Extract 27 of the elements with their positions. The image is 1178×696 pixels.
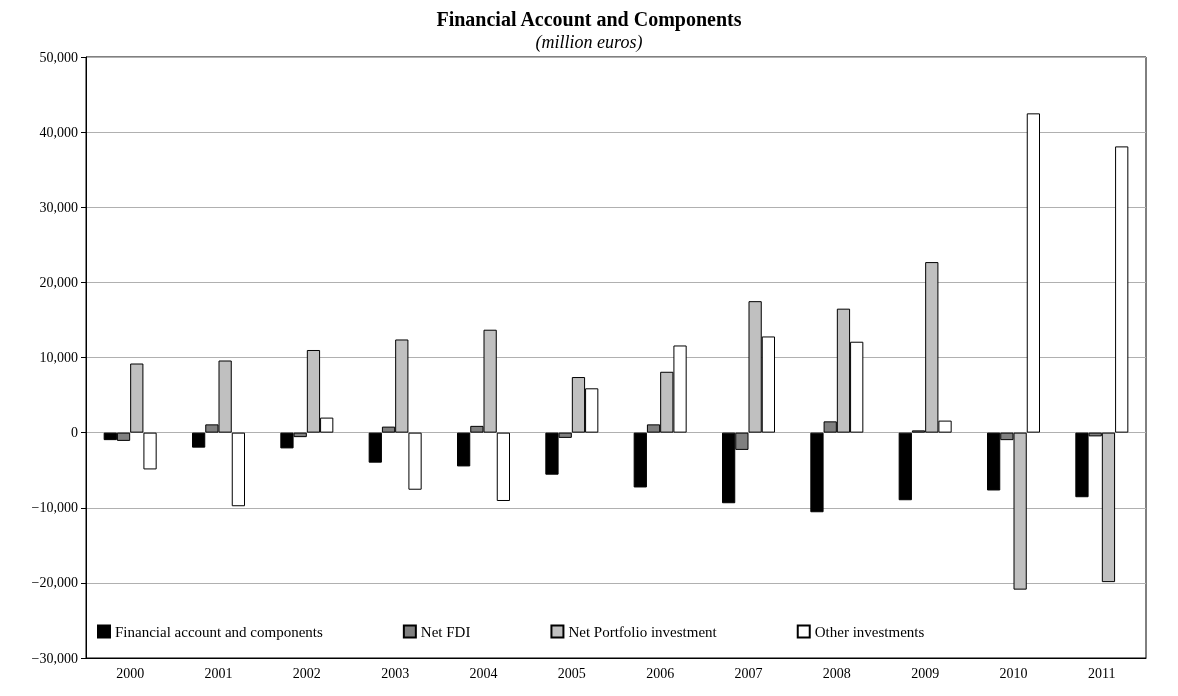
x-tick-label: 2000: [116, 665, 145, 681]
x-tick-label: 2007: [734, 665, 763, 681]
legend-label: Net FDI: [420, 623, 471, 640]
legend-label: Financial account and components: [115, 623, 324, 640]
chart-title: Financial Account and Components: [436, 8, 742, 31]
legend-label: Net Portfolio investment: [568, 623, 718, 640]
x-tick-label: 2003: [381, 665, 410, 681]
y-tick-label: 50,000: [39, 49, 78, 65]
x-tick-label: 2002: [292, 665, 321, 681]
chart-subtitle: (million euros): [535, 32, 643, 53]
x-tick-label: 2008: [822, 665, 851, 681]
y-tick-label: 30,000: [39, 199, 78, 215]
x-tick-label: 2006: [646, 665, 675, 681]
y-tick-label: −10,000: [31, 500, 78, 516]
legend-label: Other investments: [814, 623, 925, 640]
y-tick-label: −30,000: [31, 650, 78, 666]
x-tick-label: 2005: [557, 665, 586, 681]
x-tick-label: 2001: [204, 665, 233, 681]
y-tick-label: −20,000: [31, 575, 78, 591]
y-tick-label: 0: [71, 425, 78, 441]
y-tick-label: 10,000: [39, 350, 78, 365]
x-tick-label: 2011: [1088, 665, 1116, 681]
x-tick-label: 2009: [911, 665, 940, 681]
x-tick-label: 2004: [469, 665, 498, 681]
y-tick-label: 40,000: [39, 124, 78, 140]
y-tick-label: 20,000: [39, 274, 78, 290]
x-tick-label: 2010: [999, 665, 1028, 681]
